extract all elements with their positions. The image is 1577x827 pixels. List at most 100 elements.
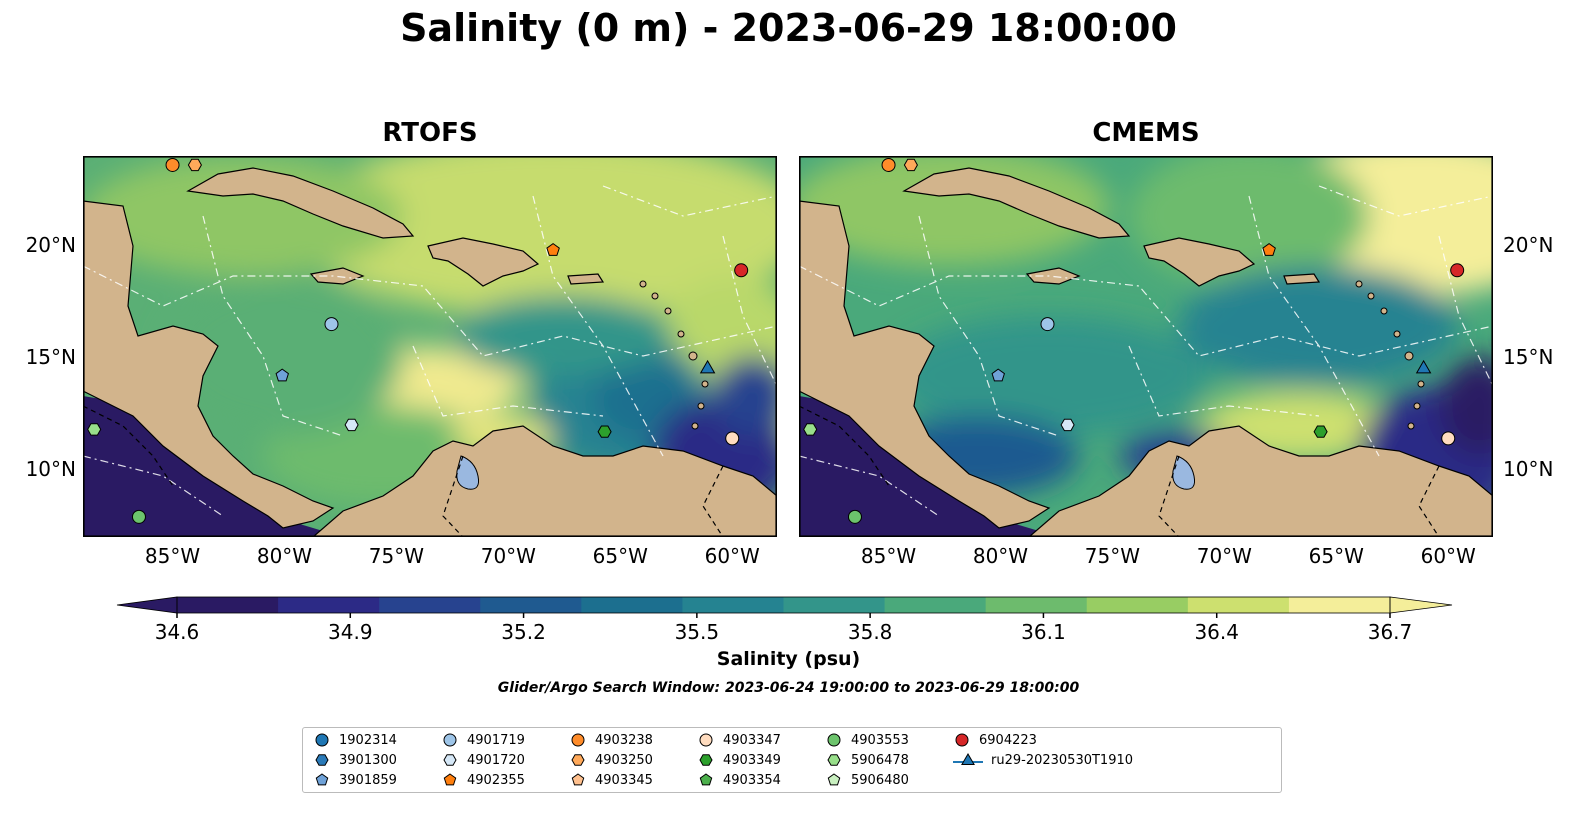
colorbar-cell xyxy=(480,597,582,613)
legend-marker-icon xyxy=(315,754,329,766)
legend-marker-icon xyxy=(827,754,841,766)
legend-item: 3901300 xyxy=(313,750,397,770)
colorbar-tick-label: 35.5 xyxy=(675,620,720,644)
lat-label: 20°N xyxy=(25,232,76,257)
legend-item: 3901859 xyxy=(313,770,397,790)
legend-label: 4903347 xyxy=(723,732,781,748)
legend-label: 4901720 xyxy=(467,752,525,768)
obs-marker-4903553 xyxy=(131,509,146,524)
colorbar-cell xyxy=(1187,597,1290,613)
rtofs-salinity-map xyxy=(83,156,777,537)
obs-marker-6904223 xyxy=(1450,263,1465,278)
colorbar-tick-label: 34.6 xyxy=(155,620,200,644)
colorbar-tick-label: 35.8 xyxy=(848,620,893,644)
legend-label: 6904223 xyxy=(979,732,1037,748)
obs-marker-3901859 xyxy=(991,368,1005,382)
legend-item: 4903345 xyxy=(569,770,653,790)
legend-label: 3901300 xyxy=(339,752,397,768)
legend-item: 4901720 xyxy=(441,750,525,770)
obs-marker-4901720 xyxy=(344,418,359,432)
lon-label: 75°W xyxy=(1084,544,1141,568)
legend-marker-icon xyxy=(315,773,329,786)
legend-marker-icon xyxy=(571,733,585,747)
legend-label: 4903553 xyxy=(851,732,909,748)
colorbar-tick-label: 36.1 xyxy=(1021,620,1066,644)
lon-label: 75°W xyxy=(368,544,425,568)
lon-label: 85°W xyxy=(144,544,201,568)
obs-marker-4903553 xyxy=(847,509,862,524)
legend-marker-icon xyxy=(443,754,457,766)
obs-marker-4903349 xyxy=(597,425,612,438)
lat-label: 15°N xyxy=(25,344,76,369)
legend-marker-icon xyxy=(827,773,841,786)
legend-item: 6904223 xyxy=(953,730,1037,750)
map-frame xyxy=(83,156,777,537)
lat-label: 10°N xyxy=(1503,456,1554,481)
legend-item: 4903238 xyxy=(569,730,653,750)
legend-item: 5906478 xyxy=(825,750,909,770)
lon-label: 70°W xyxy=(1196,544,1252,568)
legend-label: 4903349 xyxy=(723,752,781,768)
obs-marker-4903347 xyxy=(725,431,740,446)
lon-label: 65°W xyxy=(1308,544,1364,568)
legend-marker-icon xyxy=(827,733,841,747)
lat-label: 10°N xyxy=(25,456,76,481)
colorbar-cell xyxy=(1288,597,1391,613)
legend-marker-icon xyxy=(315,733,329,747)
obs-marker-4903238 xyxy=(881,157,896,172)
obs-marker-4903347 xyxy=(1441,431,1456,446)
cuba-land xyxy=(186,167,415,239)
lon-label: 80°W xyxy=(256,544,313,568)
obs-marker-4901719 xyxy=(324,317,339,332)
legend-label: ru29-20230530T1910 xyxy=(991,752,1134,768)
eez-boundaries xyxy=(83,185,777,517)
legend-item: 1902314 xyxy=(313,730,397,750)
colorbar-label: Salinity (psu) xyxy=(716,648,861,670)
panel-title-rtofs: RTOFS xyxy=(382,118,478,148)
colorbar-tick-label: 36.4 xyxy=(1194,620,1239,644)
legend-label: 3901859 xyxy=(339,772,397,788)
colorbar-tick-label: 34.9 xyxy=(328,620,373,644)
lon-label: 70°W xyxy=(480,544,536,568)
lon-label: 60°W xyxy=(1420,544,1476,568)
legend-item: 4903354 xyxy=(697,770,781,790)
legend-marker-icon xyxy=(699,754,713,766)
panel-title-cmems: CMEMS xyxy=(1092,118,1200,148)
legend-label: 4903354 xyxy=(723,772,781,788)
obs-marker-4902355 xyxy=(546,242,560,256)
observation-legend: 1902314 3901300 3901859 4901719 4901720 49023… xyxy=(302,727,1282,793)
lat-label: 15°N xyxy=(1503,344,1554,369)
legend-marker-icon xyxy=(699,773,713,786)
hispaniola-land xyxy=(427,237,540,287)
legend-item: 4903250 xyxy=(569,750,653,770)
legend-item: 4901719 xyxy=(441,730,525,750)
colorbar-cell xyxy=(682,597,784,613)
obs-marker-6904223 xyxy=(734,263,749,278)
colorbar-cell xyxy=(783,597,886,613)
obs-marker-ru29-20230530T1910 xyxy=(1415,359,1432,374)
obs-marker-4903349 xyxy=(1313,425,1328,438)
obs-marker-4902355 xyxy=(1262,242,1276,256)
legend-marker-icon xyxy=(571,754,585,766)
colorbar-cell xyxy=(278,597,380,613)
lon-label: 85°W xyxy=(860,544,917,568)
colorbar-cell xyxy=(177,597,279,613)
cmems-salinity-map xyxy=(799,156,1493,537)
obs-marker-4903238 xyxy=(165,157,180,172)
map-frame xyxy=(799,156,1493,537)
lon-label: 80°W xyxy=(972,544,1029,568)
country-borders xyxy=(83,405,724,537)
colorbar-cell xyxy=(884,597,987,613)
colorbar-tick-label: 36.7 xyxy=(1368,620,1413,644)
colorbar-tick-label: 35.2 xyxy=(501,620,546,644)
obs-marker-3901859 xyxy=(275,368,289,382)
legend-item: 4902355 xyxy=(441,770,525,790)
salinity-colorbar: 34.6 34.9 35.2 35.5 35.8 36.1 36.4 36.7 xyxy=(116,596,1453,644)
legend-label: 4901719 xyxy=(467,732,525,748)
obs-marker-5906478 xyxy=(803,423,818,436)
obs-marker-4901720 xyxy=(1060,418,1075,432)
lesser-antilles xyxy=(639,280,709,430)
figure-title: Salinity (0 m) - 2023-06-29 18:00:00 xyxy=(400,6,1177,50)
legend-marker-icon xyxy=(699,733,713,747)
lon-label: 60°W xyxy=(704,544,760,568)
